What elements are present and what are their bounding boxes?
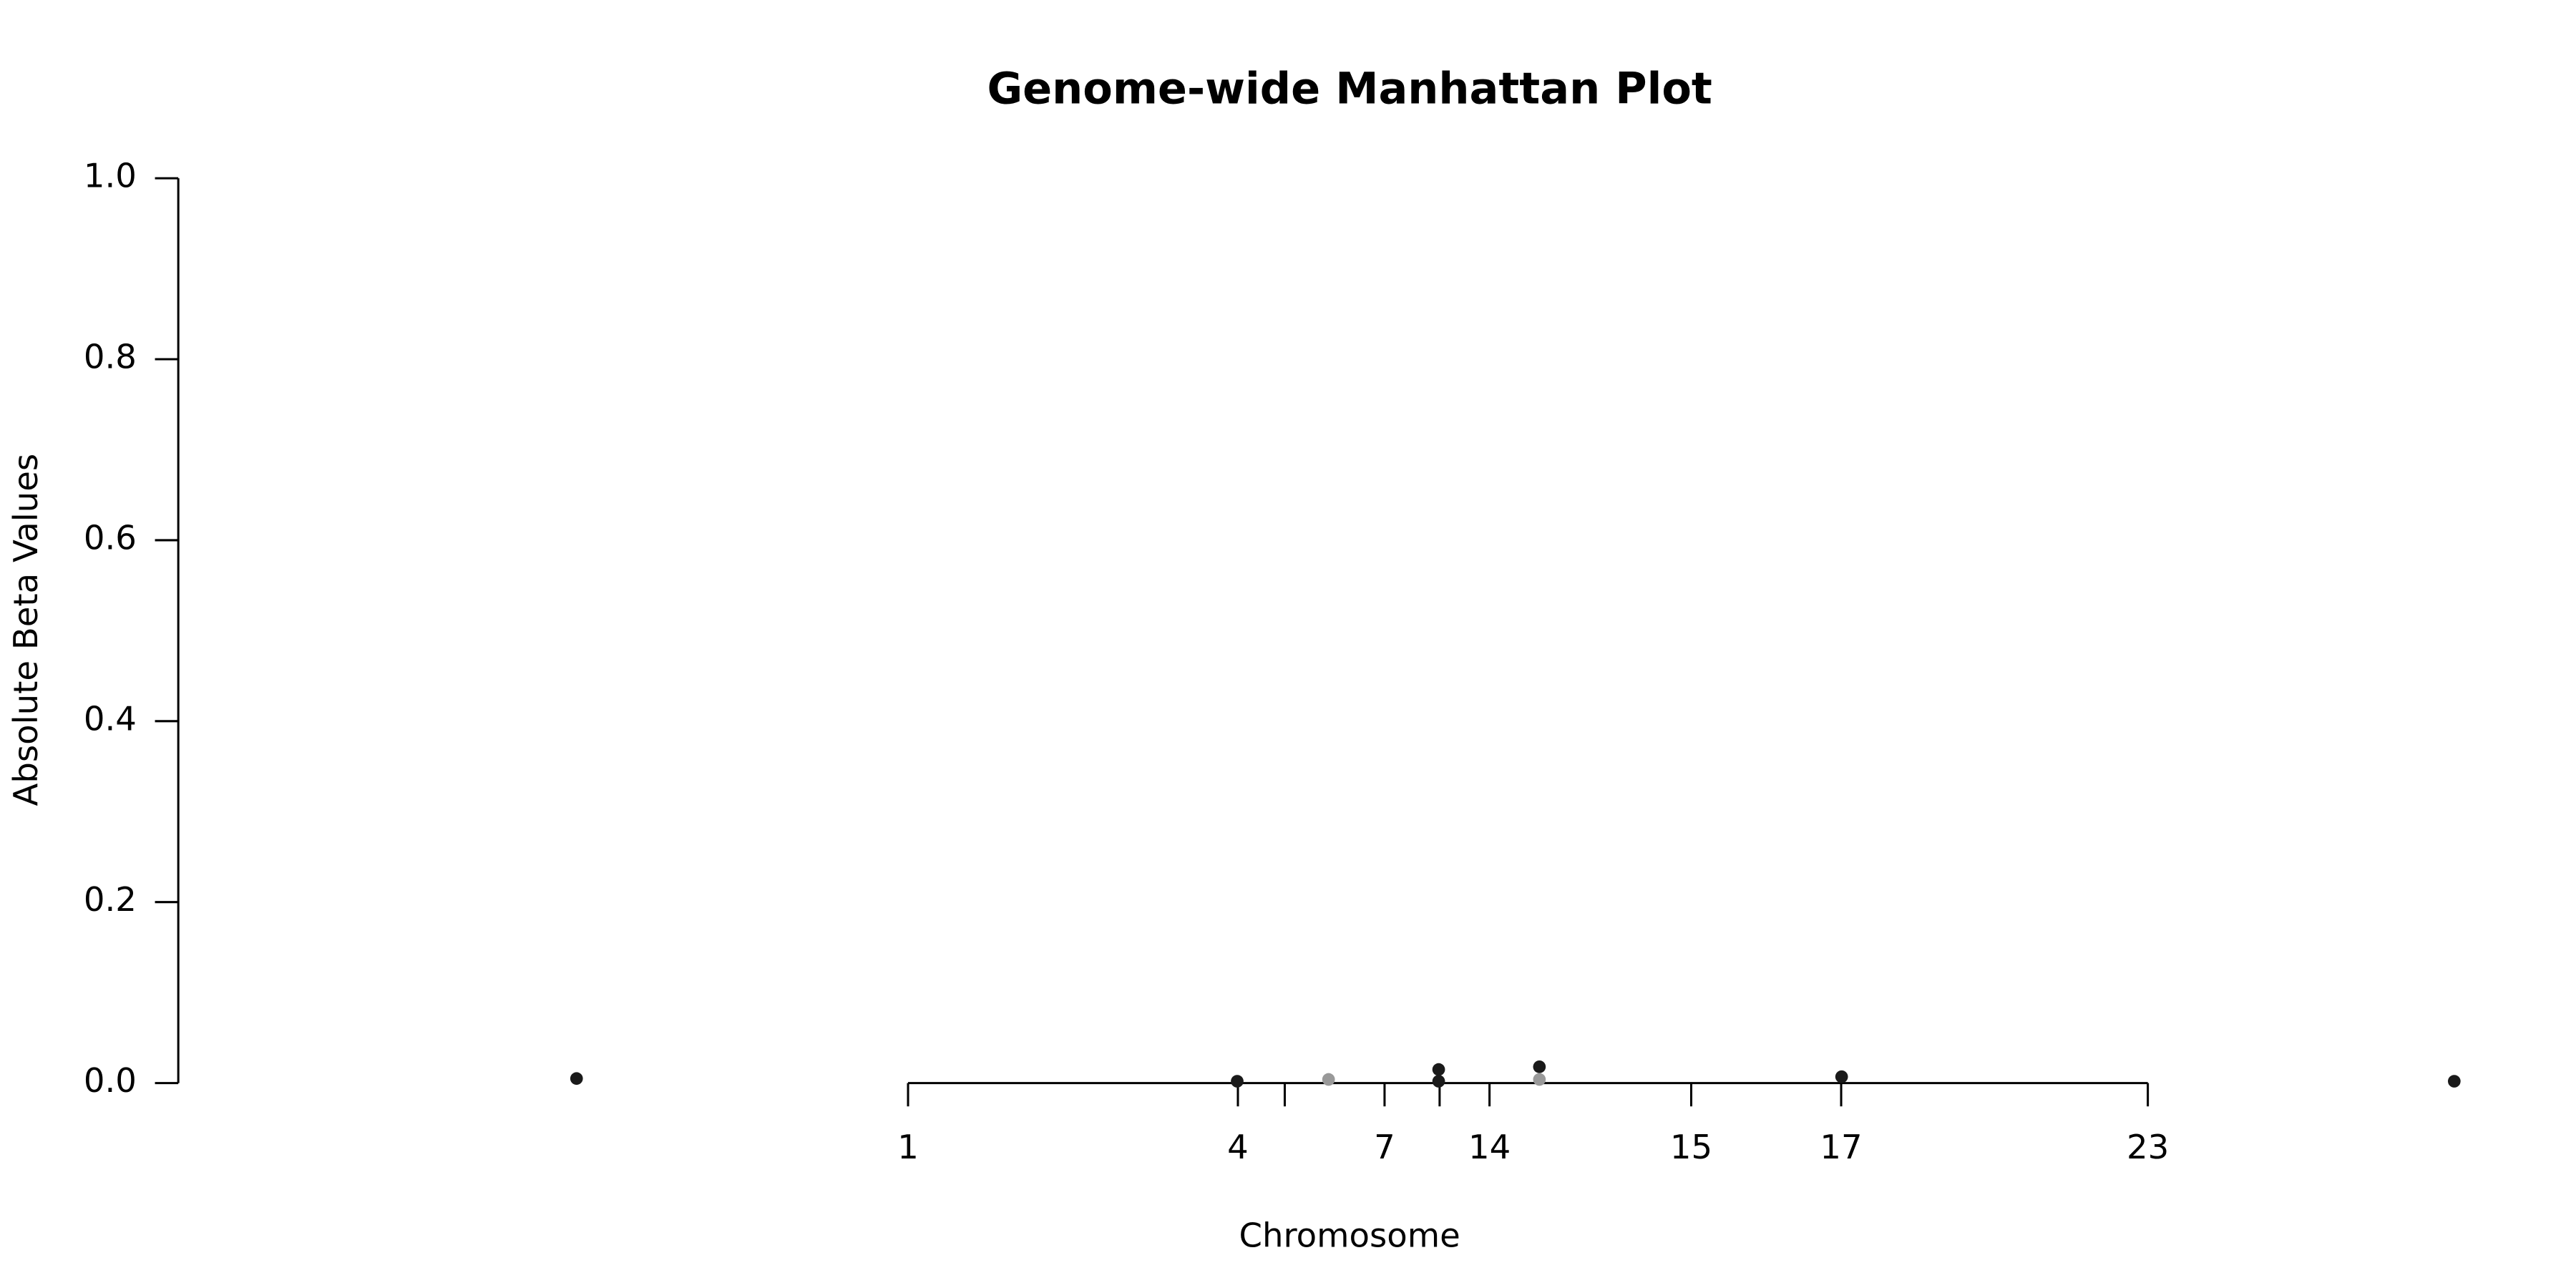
x-tick-label: 23	[2127, 1128, 2169, 1166]
y-tick-label: 0.6	[84, 518, 137, 557]
x-tick-label: 4	[1227, 1128, 1249, 1166]
y-tick-label: 0.4	[84, 699, 137, 738]
point	[1432, 1075, 1445, 1088]
point	[1533, 1060, 1546, 1073]
y-tick-label: 0.2	[84, 880, 137, 919]
point	[1835, 1070, 1848, 1083]
x-tick-label: 17	[1820, 1128, 1862, 1166]
y-axis-label: Absolute Beta Values	[6, 454, 45, 806]
point	[1432, 1063, 1445, 1076]
chart-title: Genome-wide Manhattan Plot	[987, 64, 1712, 114]
x-tick-label: 1	[897, 1128, 919, 1166]
point	[2447, 1075, 2461, 1088]
x-axis-label: Chromosome	[1239, 1216, 1460, 1255]
x-tick-label: 7	[1374, 1128, 1395, 1166]
y-tick-label: 0.0	[84, 1061, 137, 1100]
x-tick-label: 14	[1468, 1128, 1511, 1166]
point	[1533, 1073, 1546, 1086]
point	[1322, 1073, 1335, 1086]
y-tick-label: 0.8	[84, 338, 137, 376]
x-tick-label: 15	[1670, 1128, 1712, 1166]
point	[1231, 1075, 1244, 1088]
y-tick-label: 1.0	[84, 157, 137, 195]
point	[570, 1072, 583, 1085]
